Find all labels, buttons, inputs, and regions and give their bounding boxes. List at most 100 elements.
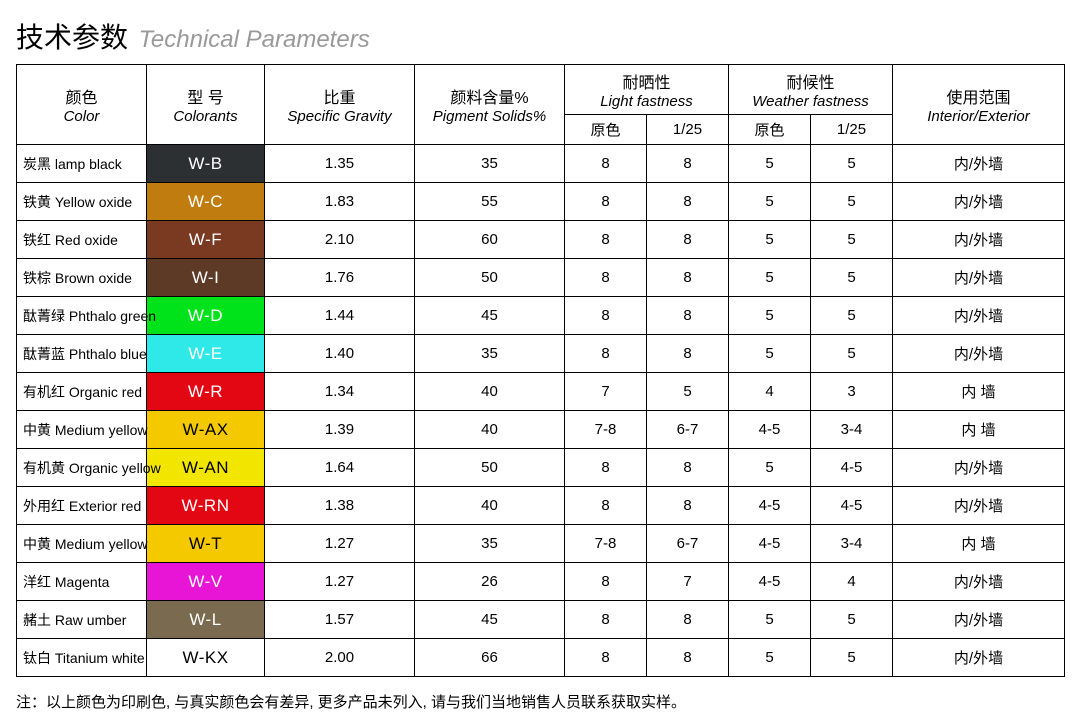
- cell-wf1: 5: [729, 145, 811, 183]
- cell-pigment: 45: [415, 601, 565, 639]
- cell-lf1: 8: [565, 601, 647, 639]
- color-name: 铁棕 Brown oxide: [17, 259, 147, 297]
- cell-wf2: 3-4: [811, 411, 893, 449]
- color-name: 钛白 Titanium white: [17, 639, 147, 677]
- cell-gravity: 1.64: [265, 449, 415, 487]
- header-gravity: 比重 Specific Gravity: [265, 65, 415, 145]
- cell-wf1: 4-5: [729, 411, 811, 449]
- cell-pigment: 50: [415, 449, 565, 487]
- table-row: 铁红 Red oxideW-F2.10608855内/外墙: [17, 221, 1065, 259]
- cell-wf2: 4-5: [811, 487, 893, 525]
- cell-wf2: 5: [811, 221, 893, 259]
- cell-pigment: 66: [415, 639, 565, 677]
- cell-lf2: 8: [647, 145, 729, 183]
- table-row: 中黄 Medium yellowW-AX1.39407-86-74-53-4内 …: [17, 411, 1065, 449]
- table-row: 炭黑 lamp blackW-B1.35358855内/外墙: [17, 145, 1065, 183]
- cell-usage: 内 墙: [893, 525, 1065, 563]
- cell-wf2: 3-4: [811, 525, 893, 563]
- cell-wf1: 5: [729, 297, 811, 335]
- cell-usage: 内/外墙: [893, 601, 1065, 639]
- table-row: 赭土 Raw umberW-L1.57458855内/外墙: [17, 601, 1065, 639]
- cell-lf1: 8: [565, 221, 647, 259]
- cell-lf2: 8: [647, 335, 729, 373]
- cell-wf2: 4-5: [811, 449, 893, 487]
- cell-wf1: 5: [729, 601, 811, 639]
- cell-pigment: 35: [415, 335, 565, 373]
- table-row: 洋红 MagentaW-V1.2726874-54内/外墙: [17, 563, 1065, 601]
- colorant-swatch: W-B: [147, 145, 265, 183]
- cell-lf1: 8: [565, 639, 647, 677]
- table-row: 有机黄 Organic yellowW-AN1.64508854-5内/外墙: [17, 449, 1065, 487]
- cell-wf2: 4: [811, 563, 893, 601]
- cell-lf2: 5: [647, 373, 729, 411]
- cell-usage: 内/外墙: [893, 145, 1065, 183]
- cell-usage: 内/外墙: [893, 449, 1065, 487]
- header-weather-ratio: 1/25: [811, 115, 893, 145]
- colorant-swatch: W-RN: [147, 487, 265, 525]
- color-name: 酞菁绿 Phthalo green: [17, 297, 147, 335]
- cell-lf1: 8: [565, 259, 647, 297]
- cell-lf2: 8: [647, 601, 729, 639]
- cell-gravity: 1.34: [265, 373, 415, 411]
- color-name: 洋红 Magenta: [17, 563, 147, 601]
- table-body: 炭黑 lamp blackW-B1.35358855内/外墙铁黄 Yellow …: [17, 145, 1065, 677]
- cell-wf2: 3: [811, 373, 893, 411]
- table-row: 有机红 Organic redW-R1.34407543内 墙: [17, 373, 1065, 411]
- header-model: 型 号 Colorants: [147, 65, 265, 145]
- cell-wf1: 4: [729, 373, 811, 411]
- cell-wf1: 5: [729, 259, 811, 297]
- cell-lf1: 7-8: [565, 525, 647, 563]
- colorant-swatch: W-F: [147, 221, 265, 259]
- cell-usage: 内/外墙: [893, 563, 1065, 601]
- cell-pigment: 60: [415, 221, 565, 259]
- cell-wf1: 5: [729, 221, 811, 259]
- cell-lf1: 8: [565, 563, 647, 601]
- cell-wf2: 5: [811, 639, 893, 677]
- cell-wf2: 5: [811, 259, 893, 297]
- color-name: 酞菁蓝 Phthalo blue: [17, 335, 147, 373]
- colorant-swatch: W-T: [147, 525, 265, 563]
- header-light: 耐晒性 Light fastness: [565, 65, 729, 115]
- color-name: 铁黄 Yellow oxide: [17, 183, 147, 221]
- cell-pigment: 40: [415, 373, 565, 411]
- cell-gravity: 1.40: [265, 335, 415, 373]
- colorant-swatch: W-D: [147, 297, 265, 335]
- header-light-orig: 原色: [565, 115, 647, 145]
- colorant-swatch: W-AX: [147, 411, 265, 449]
- cell-wf1: 5: [729, 449, 811, 487]
- cell-gravity: 1.39: [265, 411, 415, 449]
- colorant-swatch: W-AN: [147, 449, 265, 487]
- cell-wf1: 4-5: [729, 563, 811, 601]
- cell-pigment: 45: [415, 297, 565, 335]
- cell-lf1: 8: [565, 183, 647, 221]
- table-row: 铁黄 Yellow oxideW-C1.83558855内/外墙: [17, 183, 1065, 221]
- cell-usage: 内/外墙: [893, 183, 1065, 221]
- cell-gravity: 1.83: [265, 183, 415, 221]
- color-name: 铁红 Red oxide: [17, 221, 147, 259]
- cell-lf2: 6-7: [647, 525, 729, 563]
- colorant-swatch: W-L: [147, 601, 265, 639]
- cell-lf2: 8: [647, 639, 729, 677]
- cell-gravity: 1.27: [265, 525, 415, 563]
- colorant-swatch: W-KX: [147, 639, 265, 677]
- cell-gravity: 1.27: [265, 563, 415, 601]
- cell-gravity: 2.00: [265, 639, 415, 677]
- header-pigment: 颜料含量% Pigment Solids%: [415, 65, 565, 145]
- cell-wf2: 5: [811, 145, 893, 183]
- cell-wf1: 5: [729, 183, 811, 221]
- parameters-table: 颜色 Color 型 号 Colorants 比重 Specific Gravi…: [16, 64, 1065, 677]
- cell-lf1: 8: [565, 487, 647, 525]
- cell-usage: 内/外墙: [893, 259, 1065, 297]
- table-row: 外用红 Exterior redW-RN1.3840884-54-5内/外墙: [17, 487, 1065, 525]
- cell-pigment: 26: [415, 563, 565, 601]
- colorant-swatch: W-C: [147, 183, 265, 221]
- cell-wf2: 5: [811, 601, 893, 639]
- title-cn: 技术参数: [16, 22, 128, 53]
- cell-lf2: 8: [647, 449, 729, 487]
- table-row: 中黄 Medium yellowW-T1.27357-86-74-53-4内 墙: [17, 525, 1065, 563]
- cell-wf2: 5: [811, 183, 893, 221]
- cell-wf1: 5: [729, 639, 811, 677]
- cell-pigment: 55: [415, 183, 565, 221]
- color-name: 赭土 Raw umber: [17, 601, 147, 639]
- cell-pigment: 40: [415, 411, 565, 449]
